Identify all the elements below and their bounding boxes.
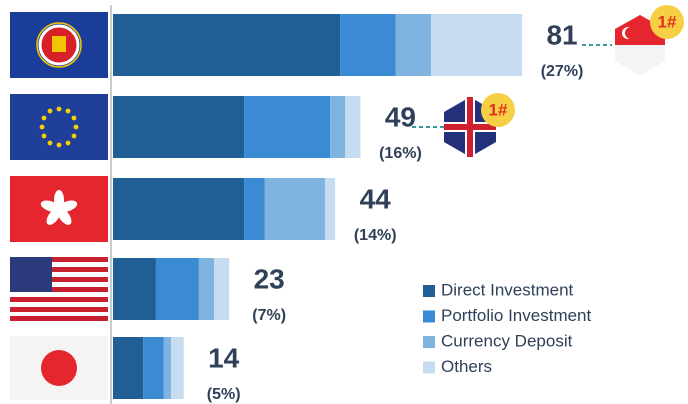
rank-text: 1# (489, 100, 508, 119)
legend-label: Others (441, 357, 492, 376)
bar-segment (244, 178, 265, 240)
bar-segment (214, 258, 230, 320)
legend-swatch (423, 310, 435, 323)
bar-segment (143, 337, 164, 399)
share-label: (5%) (207, 386, 241, 403)
bar-segment (155, 258, 199, 320)
share-label: (27%) (541, 63, 584, 80)
bar-segment (113, 178, 245, 240)
total-label: 44 (360, 183, 392, 214)
share-label: (7%) (252, 307, 286, 324)
bar-segment (325, 178, 336, 240)
share-label: (16%) (379, 145, 422, 162)
bar-segment (431, 14, 523, 76)
legend-label: Currency Deposit (441, 331, 573, 350)
total-label: 81 (546, 19, 577, 50)
legend-label: Portfolio Investment (441, 306, 592, 325)
rank-text: 1# (658, 12, 677, 31)
total-label: 49 (385, 101, 416, 132)
legend-swatch (423, 336, 435, 348)
total-label: 23 (254, 263, 285, 294)
bar-segment (198, 258, 214, 320)
rank-badge (481, 93, 515, 127)
bar-segment (330, 96, 346, 158)
total-label: 14 (208, 342, 240, 373)
bar-segment (345, 96, 361, 158)
bar-segment (340, 14, 396, 76)
bar-segment (113, 258, 156, 320)
legend-swatch (423, 285, 435, 297)
bar-segment (113, 96, 245, 158)
bar-segment (113, 14, 341, 76)
flag-japan (10, 336, 108, 400)
bar-segment (264, 178, 326, 240)
bar-segment (244, 96, 331, 158)
flag-usa (10, 257, 108, 321)
flag-hong-kong (10, 176, 108, 242)
bar-segment (163, 337, 172, 399)
bar-segment (395, 14, 432, 76)
legend-label: Direct Investment (441, 280, 574, 299)
rank-badge (650, 5, 684, 39)
flag-eu (10, 94, 108, 160)
bar-segment (113, 337, 144, 399)
share-label: (14%) (354, 227, 397, 244)
flag-asean (10, 12, 108, 78)
legend-swatch (423, 361, 435, 374)
bar-segment (171, 337, 184, 399)
